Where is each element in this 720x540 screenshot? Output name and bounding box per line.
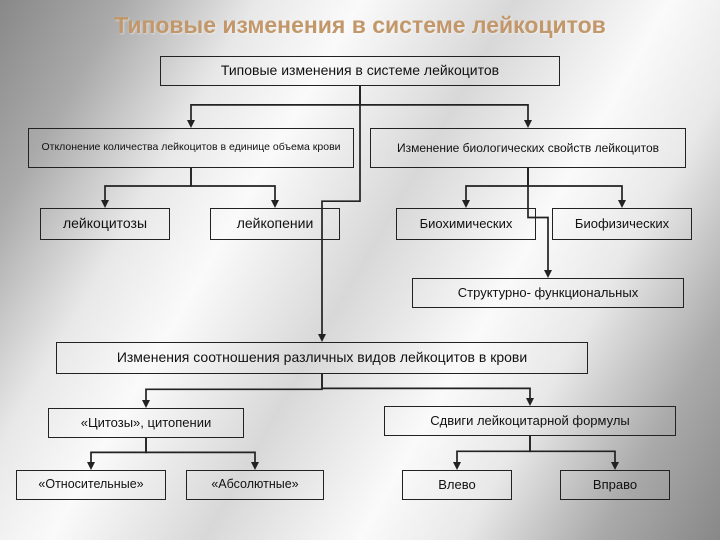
page-title: Типовые изменения в системе лейкоцитов [0,12,720,39]
node-absolute: «Абсолютные» [186,470,324,500]
node-biochem: Биохимических [396,208,536,240]
node-biophys: Биофизических [552,208,692,240]
node-leukocytosis: лейкоцитозы [40,208,170,240]
node-bioProp: Изменение биологических свойств лейкоцит… [370,128,686,168]
node-shifts: Сдвиги лейкоцитарной формулы [384,406,676,436]
node-root: Типовые изменения в системе лейкоцитов [160,56,560,86]
node-cytos: «Цитозы», цитопении [48,408,244,438]
node-right: Вправо [560,470,670,500]
node-left: Влево [402,470,512,500]
node-ratio: Изменения соотношения различных видов ле… [56,342,588,374]
node-structFunc: Структурно- функциональных [412,278,684,308]
node-devCount: Отклонение количества лейкоцитов в едини… [28,128,354,168]
node-relative: «Относительные» [16,470,166,500]
node-leukopenia: лейкопении [210,208,340,240]
